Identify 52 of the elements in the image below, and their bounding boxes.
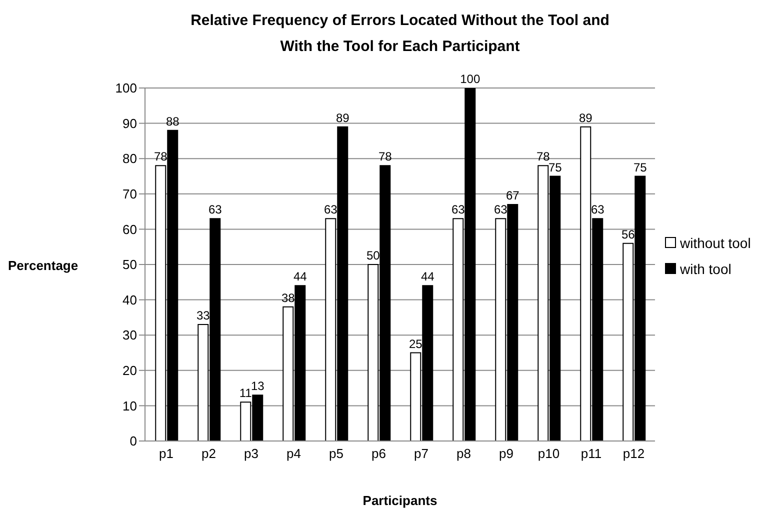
data-label: 63	[494, 202, 508, 217]
data-label: 25	[408, 336, 423, 351]
y-tick-label: 70	[122, 186, 137, 202]
data-label: 44	[293, 270, 308, 284]
x-axis-title: Participants	[362, 493, 438, 508]
data-label: 88	[166, 114, 180, 128]
chart-title: Relative Frequency of Errors Located Without the Tool and With the Tool for Each Participant	[190, 11, 610, 57]
x-tick-label: p9	[499, 446, 514, 462]
y-tick-label: 0	[130, 434, 137, 449]
y-tick-label: 30	[122, 328, 137, 343]
y-tick-label: 60	[122, 222, 137, 237]
x-tick-label: p11	[580, 446, 602, 462]
y-tick-label: 50	[122, 257, 137, 272]
data-label: 11	[239, 386, 252, 400]
data-label: 100	[460, 72, 480, 86]
y-tick-label: 20	[122, 363, 137, 378]
x-tick-label: p3	[244, 446, 258, 462]
x-tick-label: p6	[372, 446, 386, 462]
x-tick-label: p8	[456, 446, 471, 462]
y-tick-label: 10	[122, 398, 137, 414]
x-tick-label: p2	[202, 446, 216, 462]
data-label: 33	[196, 308, 210, 323]
y-tick-label: 80	[122, 151, 137, 166]
data-label: 78	[536, 150, 550, 164]
x-tick-label: p7	[414, 446, 428, 462]
data-label: 78	[378, 150, 392, 164]
data-label: 89	[578, 110, 593, 125]
y-tick-label: 40	[122, 292, 137, 308]
x-tick-label: p5	[329, 446, 344, 462]
data-label: 67	[506, 188, 520, 202]
x-tick-label: p10	[538, 446, 560, 462]
x-tick-label: p12	[622, 446, 645, 462]
data-label: 75	[548, 160, 562, 174]
legend-label: without tool	[680, 234, 751, 250]
data-label: 38	[281, 290, 296, 305]
data-label: 63	[451, 202, 466, 217]
y-tick-label: 100	[115, 80, 137, 96]
data-label: 78	[154, 150, 168, 164]
y-axis-title: Percentage	[8, 258, 78, 273]
data-label: 56	[621, 227, 636, 242]
x-tick-label: p1	[159, 446, 174, 462]
data-label: 63	[590, 202, 605, 217]
data-label: 13	[250, 379, 265, 394]
data-label: 63	[208, 202, 222, 217]
data-label: 50	[366, 248, 380, 262]
data-label: 63	[324, 202, 338, 217]
data-label: 75	[633, 160, 648, 174]
data-label: 89	[336, 110, 350, 125]
data-label: 44	[420, 270, 435, 284]
x-tick-label: p4	[286, 446, 301, 462]
legend-label: with tool	[680, 260, 732, 276]
y-tick-label: 90	[122, 116, 137, 131]
